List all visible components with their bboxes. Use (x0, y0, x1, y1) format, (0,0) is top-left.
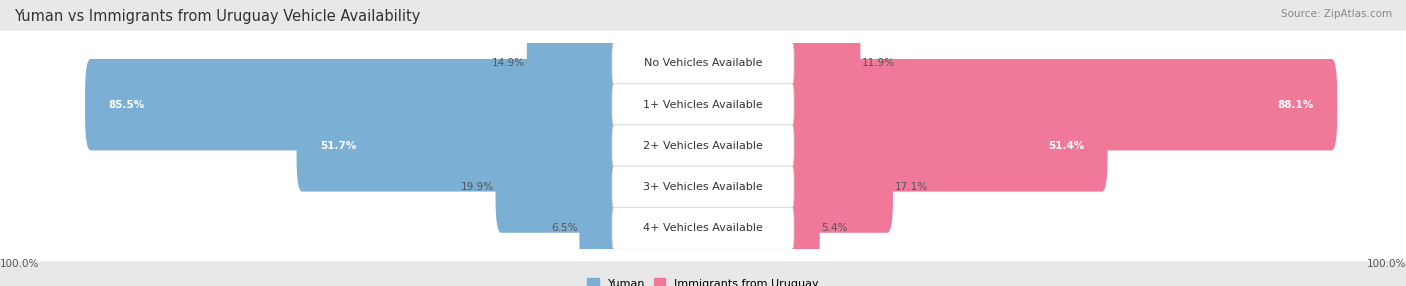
FancyBboxPatch shape (775, 182, 820, 274)
FancyBboxPatch shape (612, 43, 794, 84)
Text: 100.0%: 100.0% (0, 259, 39, 269)
FancyBboxPatch shape (86, 59, 631, 150)
Text: 1+ Vehicles Available: 1+ Vehicles Available (643, 100, 763, 110)
FancyBboxPatch shape (775, 100, 1108, 192)
Text: 2+ Vehicles Available: 2+ Vehicles Available (643, 141, 763, 151)
FancyBboxPatch shape (495, 141, 631, 233)
FancyBboxPatch shape (775, 18, 860, 109)
FancyBboxPatch shape (775, 59, 1337, 150)
Text: 5.4%: 5.4% (821, 223, 848, 233)
FancyBboxPatch shape (0, 72, 1406, 138)
FancyBboxPatch shape (0, 195, 1406, 261)
FancyBboxPatch shape (0, 31, 1406, 96)
Text: Source: ZipAtlas.com: Source: ZipAtlas.com (1281, 9, 1392, 19)
Text: No Vehicles Available: No Vehicles Available (644, 59, 762, 68)
Text: 88.1%: 88.1% (1278, 100, 1315, 110)
Text: 51.7%: 51.7% (319, 141, 356, 151)
Legend: Yuman, Immigrants from Uruguay: Yuman, Immigrants from Uruguay (588, 279, 818, 286)
FancyBboxPatch shape (612, 84, 794, 126)
Text: 17.1%: 17.1% (894, 182, 928, 192)
FancyBboxPatch shape (612, 125, 794, 167)
Text: 85.5%: 85.5% (108, 100, 145, 110)
FancyBboxPatch shape (527, 18, 631, 109)
FancyBboxPatch shape (0, 113, 1406, 179)
Text: Yuman vs Immigrants from Uruguay Vehicle Availability: Yuman vs Immigrants from Uruguay Vehicle… (14, 9, 420, 23)
Text: 4+ Vehicles Available: 4+ Vehicles Available (643, 223, 763, 233)
FancyBboxPatch shape (297, 100, 631, 192)
FancyBboxPatch shape (775, 141, 893, 233)
Text: 100.0%: 100.0% (1367, 259, 1406, 269)
FancyBboxPatch shape (579, 182, 631, 274)
Text: 3+ Vehicles Available: 3+ Vehicles Available (643, 182, 763, 192)
Text: 11.9%: 11.9% (862, 59, 896, 68)
FancyBboxPatch shape (612, 207, 794, 249)
Text: 19.9%: 19.9% (461, 182, 494, 192)
FancyBboxPatch shape (612, 166, 794, 208)
Text: 14.9%: 14.9% (492, 59, 526, 68)
Text: 51.4%: 51.4% (1047, 141, 1084, 151)
Text: 6.5%: 6.5% (551, 223, 578, 233)
FancyBboxPatch shape (0, 154, 1406, 220)
